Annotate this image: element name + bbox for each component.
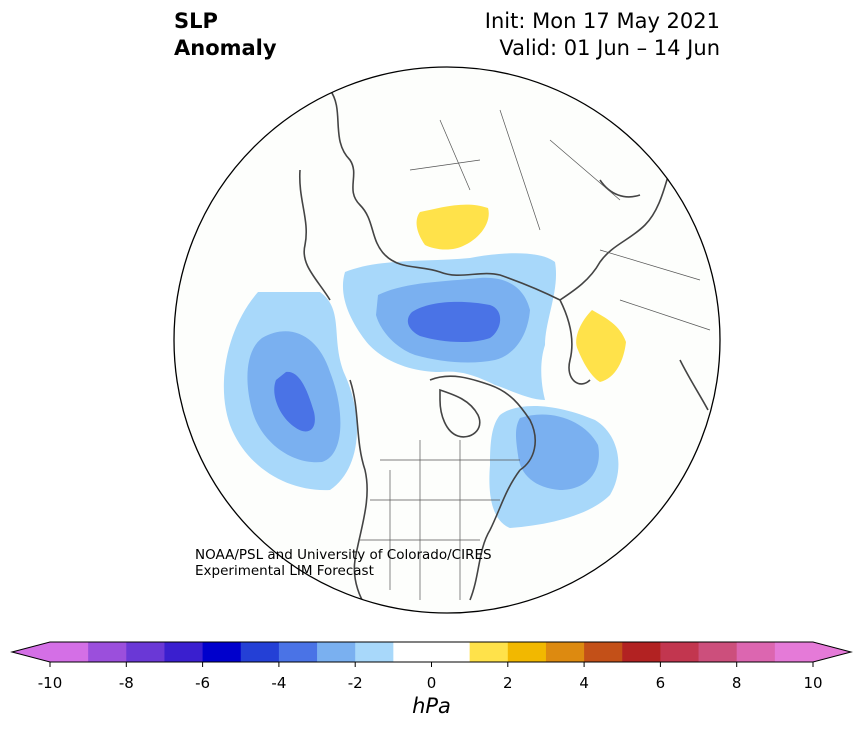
colorbar-tick-label: -4 xyxy=(271,674,286,692)
map-boundary xyxy=(173,66,721,614)
colorbar-bin xyxy=(698,642,738,662)
positive-anomaly-western-siberia xyxy=(416,204,489,250)
colorbar-bin xyxy=(50,642,89,662)
colorbar-bin xyxy=(622,642,661,662)
positive-anomaly-scandinavia xyxy=(576,310,626,382)
colorbar-bin xyxy=(317,642,356,662)
colorbar-bin xyxy=(240,642,280,662)
colorbar-tick-label: 0 xyxy=(427,674,437,692)
credit-line2: Experimental LIM Forecast xyxy=(195,563,374,579)
title-variable-line1: SLP xyxy=(174,9,218,33)
map-title: SLP Anomaly xyxy=(174,8,277,62)
valid-period: Valid: 01 Jun – 14 Jun xyxy=(499,36,720,60)
negative-anomaly-arctic-siberia xyxy=(342,253,557,400)
colorbar-tick-label: -8 xyxy=(119,674,134,692)
credit-line1: NOAA/PSL and University of Colorado/CIRE… xyxy=(195,547,492,563)
negative-anomaly-north-pacific xyxy=(223,292,357,491)
colorbar-bin xyxy=(202,642,242,662)
init-date: Init: Mon 17 May 2021 xyxy=(484,9,720,33)
polar-map xyxy=(173,66,721,614)
colorbar-tick-label: 8 xyxy=(732,674,742,692)
colorbar-tick-label: 10 xyxy=(803,674,822,692)
negative-anomaly-north-atlantic xyxy=(489,405,619,528)
colorbar-bin xyxy=(469,642,509,662)
colorbar-bin xyxy=(355,642,394,662)
colorbar-bin xyxy=(660,642,700,662)
colorbar-tick-label: 2 xyxy=(503,674,513,692)
colorbar-bin xyxy=(507,642,547,662)
political-borders xyxy=(360,109,711,600)
colorbar-bin xyxy=(736,642,776,662)
colorbar-bin xyxy=(774,642,814,662)
credit-text: NOAA/PSL and University of Colorado/CIRE… xyxy=(195,547,492,579)
colorbar-bin xyxy=(545,642,585,662)
colorbar-tick-label: 4 xyxy=(579,674,589,692)
colorbar-bin xyxy=(164,642,204,662)
colorbar-tick-label: -6 xyxy=(195,674,210,692)
colorbar-tick-label: -10 xyxy=(38,674,63,692)
colorbar-bin xyxy=(393,642,471,662)
colorbar-bin xyxy=(278,642,318,662)
title-variable-line2: Anomaly xyxy=(174,36,277,60)
coastlines xyxy=(299,89,709,613)
colorbar-tick-label: 6 xyxy=(656,674,666,692)
colorbar-bin xyxy=(88,642,127,662)
colorbar-unit: hPa xyxy=(412,694,451,718)
colorbar-bin xyxy=(126,642,165,662)
colorbar-extend-low xyxy=(12,642,50,662)
forecast-dates: Init: Mon 17 May 2021 Valid: 01 Jun – 14… xyxy=(485,8,720,62)
colorbar-tick-label: -2 xyxy=(348,674,363,692)
colorbar-extend-high xyxy=(813,642,851,662)
colorbar-bin xyxy=(584,642,623,662)
